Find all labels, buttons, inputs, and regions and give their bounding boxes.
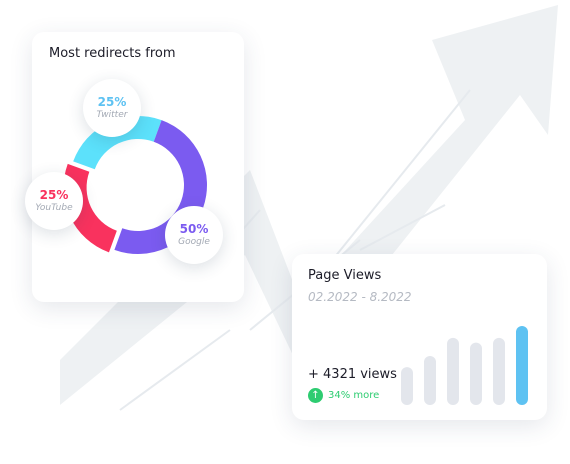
bar-5	[493, 337, 505, 405]
bar-6	[516, 326, 528, 405]
twitter-label: Twitter	[96, 110, 128, 120]
donut-chart	[63, 115, 207, 254]
page-views-period: 02.2022 - 8.2022	[308, 290, 412, 304]
page-views-card: Page Views 02.2022 - 8.2022 + 4321 views…	[292, 254, 547, 420]
views-count: + 4321 views	[308, 367, 397, 382]
google-percent: 50%	[179, 222, 209, 236]
bar-1	[401, 367, 413, 405]
donut-slice-twitter	[73, 115, 162, 170]
youtube-label: YouTube	[35, 203, 73, 213]
youtube-percent: 25%	[39, 188, 69, 202]
twitter-bubble: 25% Twitter	[83, 79, 141, 137]
trend-text: 34% more	[328, 390, 380, 401]
twitter-percent: 25%	[97, 95, 127, 109]
google-bubble: 50% Google	[165, 206, 223, 264]
bar-3	[447, 337, 459, 405]
background-arrow-line	[359, 204, 446, 251]
bar-2	[424, 356, 436, 405]
bar-4	[470, 342, 482, 405]
redirects-title: Most redirects from	[49, 46, 176, 61]
page-views-bar-chart	[401, 326, 528, 405]
redirects-card: Most redirects from 25% Twitter 25% YouT…	[25, 32, 244, 302]
trend-indicator: ↑ 34% more	[308, 388, 379, 403]
page-views-title: Page Views	[308, 268, 382, 283]
youtube-bubble: 25% YouTube	[25, 172, 83, 230]
google-label: Google	[178, 237, 210, 247]
background-arrow-line	[119, 329, 231, 411]
arrow-up-icon: ↑	[308, 388, 323, 403]
